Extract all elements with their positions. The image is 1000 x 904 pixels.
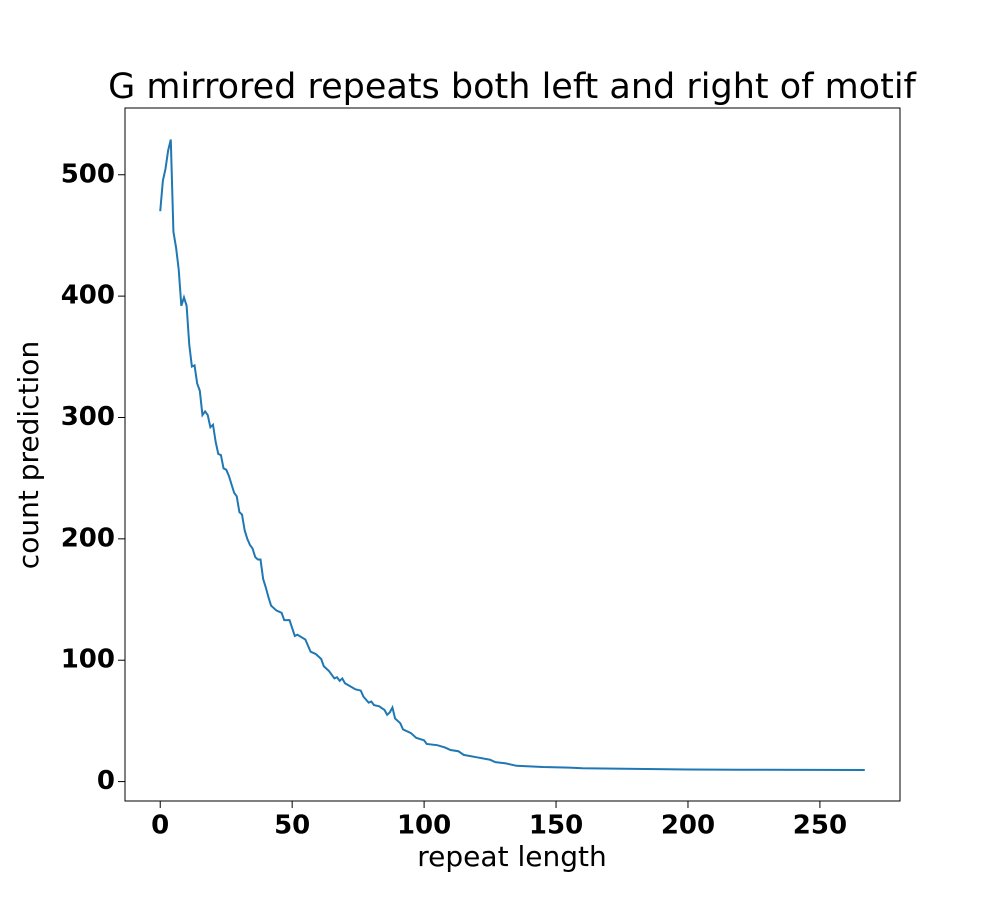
x-tick-label: 150: [529, 811, 583, 841]
y-axis-label: count prediction: [12, 341, 45, 569]
x-tick-label: 200: [661, 811, 715, 841]
x-tick-label: 250: [793, 811, 847, 841]
y-tick-label: 400: [61, 281, 115, 311]
y-tick-label: 100: [61, 645, 115, 675]
x-tick-label: 0: [151, 811, 169, 841]
chart-title: G mirrored repeats both left and right o…: [108, 67, 916, 107]
y-tick-label: 300: [61, 402, 115, 432]
x-tick-label: 50: [274, 811, 310, 841]
y-tick-label: 0: [97, 766, 115, 796]
x-axis-label: repeat length: [417, 840, 606, 873]
x-tick-label: 100: [397, 811, 451, 841]
data-line: [159, 139, 865, 772]
y-tick-label: 500: [61, 159, 115, 189]
plot-frame: [124, 107, 901, 802]
y-tick-label: 200: [61, 523, 115, 553]
